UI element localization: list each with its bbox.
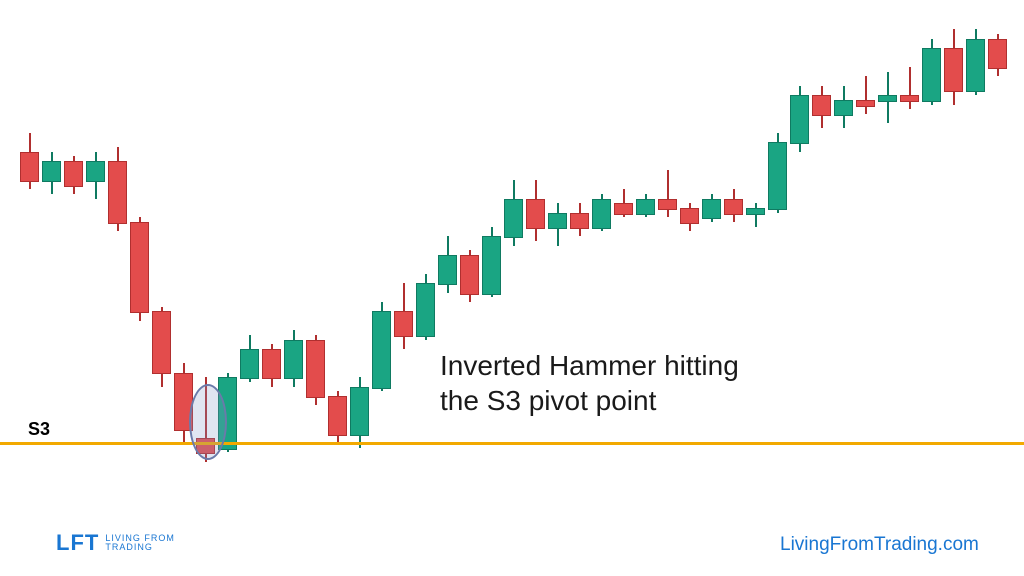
candle-body — [680, 208, 699, 224]
candle-body — [966, 39, 985, 93]
bearish-candle — [680, 0, 699, 500]
candle-body — [856, 100, 875, 107]
bullish-candle — [878, 0, 897, 500]
candle-body — [152, 311, 171, 374]
bearish-candle — [944, 0, 963, 500]
candle-body — [526, 199, 545, 229]
bearish-candle — [856, 0, 875, 500]
candlestick-chart — [0, 0, 1024, 500]
candle-body — [592, 199, 611, 229]
highlight-ellipse — [189, 384, 227, 460]
bearish-candle — [724, 0, 743, 500]
bullish-candle — [922, 0, 941, 500]
candle-body — [284, 340, 303, 380]
candle-body — [482, 236, 501, 294]
bearish-candle — [262, 0, 281, 500]
bearish-candle — [614, 0, 633, 500]
bearish-candle — [658, 0, 677, 500]
candle-wick — [909, 67, 911, 109]
bullish-candle — [86, 0, 105, 500]
candle-body — [658, 199, 677, 210]
candle-body — [944, 48, 963, 92]
bullish-candle — [482, 0, 501, 500]
bearish-candle — [526, 0, 545, 500]
candle-body — [86, 161, 105, 182]
annotation-line2: the S3 pivot point — [440, 383, 739, 418]
bearish-candle — [108, 0, 127, 500]
annotation-line1: Inverted Hammer hitting — [440, 348, 739, 383]
bullish-candle — [746, 0, 765, 500]
bearish-candle — [130, 0, 149, 500]
bullish-candle — [504, 0, 523, 500]
bullish-candle — [768, 0, 787, 500]
candle-body — [20, 152, 39, 182]
candle-body — [768, 142, 787, 210]
candle-body — [702, 199, 721, 220]
candle-body — [416, 283, 435, 337]
candle-body — [394, 311, 413, 337]
bearish-candle — [812, 0, 831, 500]
pivot-line-s3 — [0, 442, 1024, 445]
candle-body — [812, 95, 831, 116]
bearish-candle — [394, 0, 413, 500]
candle-body — [724, 199, 743, 215]
pivot-label-s3: S3 — [28, 419, 50, 440]
bearish-candle — [306, 0, 325, 500]
candle-wick — [667, 170, 669, 217]
bearish-candle — [64, 0, 83, 500]
candle-body — [306, 340, 325, 398]
bearish-candle — [328, 0, 347, 500]
candle-wick — [865, 76, 867, 114]
bullish-candle — [372, 0, 391, 500]
bearish-candle — [152, 0, 171, 500]
chart-stage: S3 Inverted Hammer hitting the S3 pivot … — [0, 0, 1024, 576]
bearish-candle — [900, 0, 919, 500]
bullish-candle — [350, 0, 369, 500]
candle-body — [262, 349, 281, 379]
bullish-candle — [548, 0, 567, 500]
candle-body — [460, 255, 479, 295]
logo-acronym: LFT — [56, 530, 99, 556]
bullish-candle — [240, 0, 259, 500]
candle-body — [64, 161, 83, 187]
candle-body — [988, 39, 1007, 69]
candle-body — [570, 213, 589, 229]
bullish-candle — [834, 0, 853, 500]
bullish-candle — [636, 0, 655, 500]
bullish-candle — [284, 0, 303, 500]
candle-body — [438, 255, 457, 285]
candle-body — [372, 311, 391, 388]
annotation-text: Inverted Hammer hitting the S3 pivot poi… — [440, 348, 739, 418]
site-url: LivingFromTrading.com — [780, 534, 979, 556]
candle-body — [108, 161, 127, 224]
candle-body — [328, 396, 347, 436]
bullish-candle — [438, 0, 457, 500]
bullish-candle — [702, 0, 721, 500]
candle-body — [900, 95, 919, 102]
bearish-candle — [460, 0, 479, 500]
candle-body — [614, 203, 633, 214]
bullish-candle — [966, 0, 985, 500]
candle-body — [350, 387, 369, 436]
candle-body — [240, 349, 259, 379]
bearish-candle — [570, 0, 589, 500]
bullish-candle — [416, 0, 435, 500]
candle-body — [922, 48, 941, 102]
candle-body — [548, 213, 567, 229]
bullish-candle — [592, 0, 611, 500]
bearish-candle — [988, 0, 1007, 500]
brand-logo: LFT LIVING FROM TRADING — [56, 530, 175, 556]
candle-body — [42, 161, 61, 182]
bullish-candle — [790, 0, 809, 500]
candle-wick — [755, 203, 757, 227]
candle-body — [504, 199, 523, 239]
candle-body — [834, 100, 853, 116]
logo-subtext: LIVING FROM TRADING — [105, 534, 175, 551]
candle-body — [790, 95, 809, 144]
candle-body — [636, 199, 655, 215]
candle-body — [130, 222, 149, 313]
logo-sub-line2: TRADING — [105, 543, 175, 552]
candle-body — [878, 95, 897, 102]
candle-body — [746, 208, 765, 215]
